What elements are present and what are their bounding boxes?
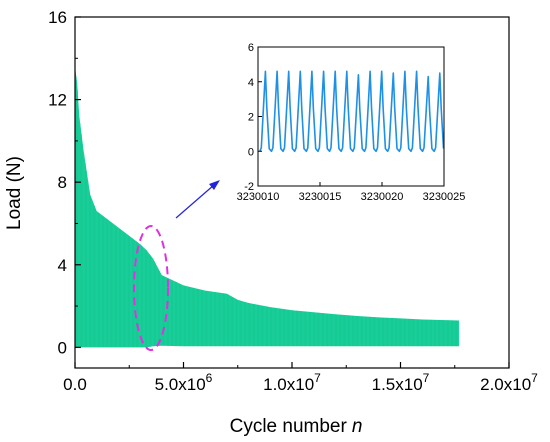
main-x-ticks: 0.0 5.0x106 1.0x107 1.5x107 2.0x107 [63, 362, 538, 394]
inset-plot: 3230010 3230015 3230020 3230025 -2 0 2 4 6 [237, 42, 466, 203]
inset-load-signal [259, 70, 445, 153]
main-y-axis-title: Load (N) [4, 156, 25, 230]
inset-x-tick-label: 3230025 [423, 191, 466, 203]
zoom-arrow [175, 180, 220, 219]
load-envelope-area [75, 66, 460, 348]
y-tick-label: 0 [58, 338, 67, 357]
x-tick-label: 5.0x106 [155, 371, 213, 394]
inset-x-tick-label: 3230020 [361, 191, 404, 203]
x-axis-title-variable: n [352, 416, 363, 437]
x-tick-label: 2.0x107 [480, 371, 538, 394]
zoom-arrow-line [175, 184, 215, 219]
inset-y-ticks: -2 0 2 4 6 [244, 42, 262, 193]
main-x-axis-title: Cycle number n [230, 416, 363, 437]
y-tick-label: 16 [48, 8, 67, 27]
x-axis-title-text: Cycle number [230, 416, 348, 437]
x-tick-label: 1.5x107 [372, 371, 430, 394]
inset-x-tick-label: 3230010 [237, 191, 280, 203]
highlight-ellipse [133, 225, 169, 351]
zoom-arrow-head [209, 180, 220, 190]
inset-y-tick-label: -2 [244, 181, 254, 193]
inset-y-tick-label: 4 [248, 77, 254, 89]
inset-x-ticks: 3230010 3230015 3230020 3230025 [237, 182, 466, 203]
x-tick-label: 1.0x107 [263, 371, 321, 394]
y-tick-label: 8 [58, 173, 67, 192]
cycle-striations [76, 76, 459, 348]
y-tick-label: 12 [48, 91, 67, 110]
y-tick-label: 4 [58, 256, 67, 275]
main-y-ticks: 0 4 8 12 16 [48, 8, 81, 357]
inset-y-tick-label: 6 [248, 42, 254, 54]
inset-y-tick-label: 0 [248, 146, 254, 158]
inset-x-tick-label: 3230015 [299, 191, 342, 203]
x-tick-label: 0.0 [63, 375, 87, 394]
main-plot: 0.0 5.0x106 1.0x107 1.5x107 2.0x107 0481216 … [4, 8, 538, 437]
inset-plot-background [258, 47, 444, 186]
inset-y-tick-label: 2 [248, 112, 254, 124]
